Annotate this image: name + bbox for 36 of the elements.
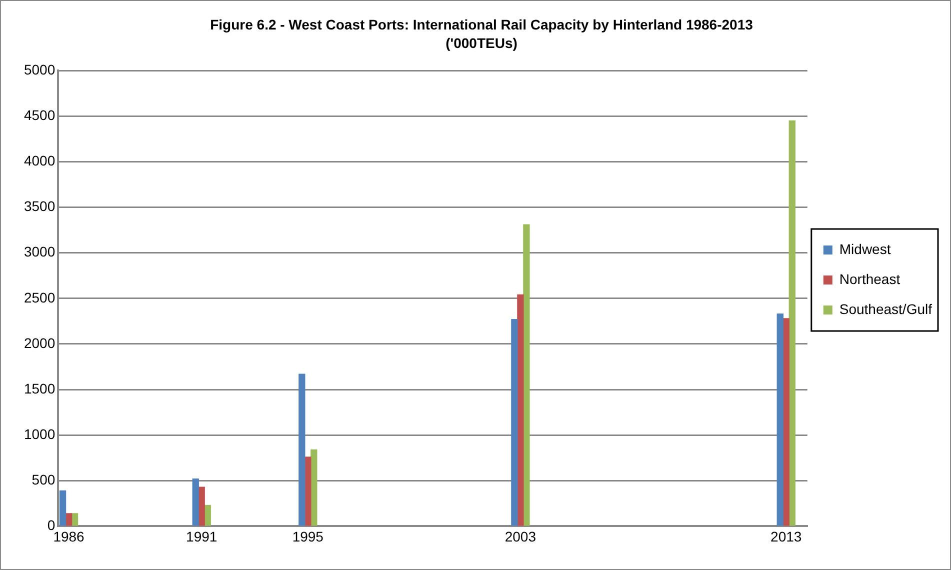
legend-label: Midwest bbox=[839, 240, 891, 257]
bar bbox=[192, 478, 199, 526]
y-tick-label: 3000 bbox=[24, 244, 56, 260]
y-tick-label: 2000 bbox=[24, 334, 56, 351]
bar bbox=[204, 504, 211, 526]
bar bbox=[511, 319, 518, 526]
y-tick-label: 4000 bbox=[24, 152, 56, 169]
legend-label: Northeast bbox=[839, 270, 900, 287]
y-tick-label: 0 bbox=[47, 517, 56, 534]
x-tick-label: 1991 bbox=[186, 528, 218, 544]
y-tick-label: 500 bbox=[32, 472, 56, 488]
x-tick-label: 1986 bbox=[53, 528, 85, 544]
y-tick-label: 1500 bbox=[24, 380, 56, 396]
x-tick-label: 2013 bbox=[770, 528, 802, 544]
y-tick-label: 5000 bbox=[24, 61, 56, 78]
legend-label: Southeast/Gulf bbox=[839, 300, 932, 317]
bar bbox=[65, 513, 72, 526]
bar bbox=[304, 456, 312, 526]
bar bbox=[782, 318, 790, 526]
x-tick-label: 2003 bbox=[504, 528, 536, 544]
chart-subtitle: ('000TEUs) bbox=[446, 35, 518, 52]
bar bbox=[298, 374, 306, 526]
bar bbox=[198, 486, 205, 526]
y-tick-label: 3500 bbox=[24, 198, 56, 214]
bar bbox=[310, 449, 318, 526]
bar bbox=[788, 120, 796, 526]
bar bbox=[776, 314, 784, 526]
bar bbox=[517, 294, 524, 526]
chart-title: Figure 6.2 - West Coast Ports: International Rail Capacity by Hinterland 1986-2013 bbox=[210, 16, 754, 32]
bar bbox=[523, 224, 530, 526]
y-tick-label: 2500 bbox=[24, 289, 56, 306]
x-tick-label: 1995 bbox=[292, 528, 324, 544]
y-tick-label: 1000 bbox=[24, 426, 56, 442]
y-tick-label: 4500 bbox=[24, 107, 56, 124]
bar bbox=[71, 513, 78, 526]
bar bbox=[59, 490, 66, 526]
